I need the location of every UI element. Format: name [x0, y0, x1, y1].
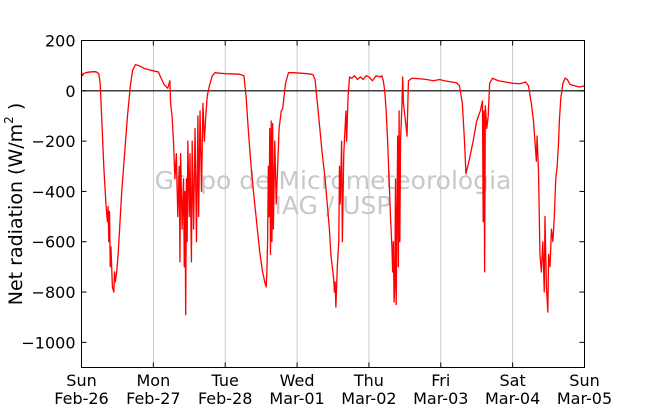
y-tick-label: −400 [32, 182, 76, 201]
x-tick-label-day: Tue [211, 371, 239, 390]
series-line [80, 64, 585, 316]
x-tick-label-date: Mar-01 [269, 389, 324, 408]
plot-frame [81, 40, 585, 368]
data-series [80, 64, 585, 316]
watermark-line-1: Grupo de Micrometeorologia [155, 166, 512, 195]
x-tick-label-date: Mar-04 [485, 389, 540, 408]
y-tick-label: −200 [32, 132, 76, 151]
y-tick-label: −600 [32, 233, 76, 252]
x-tick-label-day: Fri [431, 371, 450, 390]
x-tick-label-date: Feb-28 [198, 389, 252, 408]
y-tick-label: −1000 [21, 333, 75, 352]
x-tick-label-date: Feb-26 [54, 389, 108, 408]
x-tick-label-date: Mar-05 [557, 389, 612, 408]
x-axis: SunFeb-26MonFeb-27TueFeb-28WedMar-01ThuM… [54, 40, 612, 408]
x-tick-label-day: Mon [136, 371, 170, 390]
x-tick-label-day: Thu [353, 371, 384, 390]
y-tick-label: 200 [45, 32, 76, 51]
gridlines [152, 40, 514, 368]
watermark-line-2: IAG / USP [275, 191, 392, 220]
y-axis-title: Net radiation (W/m2 ) [2, 103, 27, 305]
y-axis: 200 0 −200 −400 −600 −800 −1000 [21, 32, 585, 352]
y-tick-label: 0 [65, 82, 75, 101]
watermark: Grupo de Micrometeorologia IAG / USP [155, 166, 512, 220]
x-tick-label-date: Feb-27 [126, 389, 180, 408]
y-tick-label: −800 [32, 283, 76, 302]
x-tick-label-date: Mar-02 [341, 389, 396, 408]
x-tick-label-day: Wed [280, 371, 315, 390]
x-tick-label-day: Sun [569, 371, 599, 390]
x-tick-label-day: Sun [66, 371, 96, 390]
x-tick-label-date: Mar-03 [413, 389, 468, 408]
x-tick-label-day: Sat [500, 371, 526, 390]
